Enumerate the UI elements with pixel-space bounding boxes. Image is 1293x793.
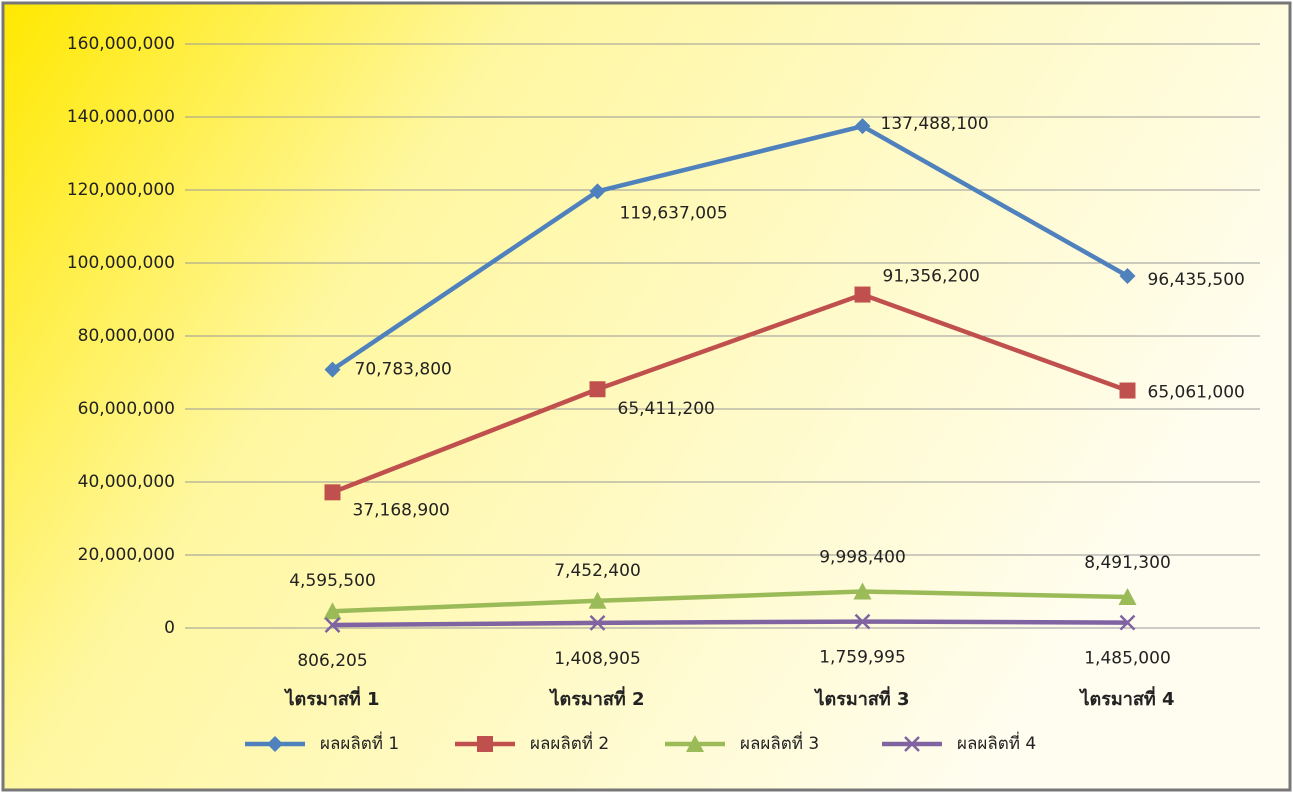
data-label: 9,998,400 <box>819 548 906 568</box>
legend-label: ผลผลิตที่ 3 <box>740 731 819 754</box>
y-tick-label: 160,000,000 <box>67 34 175 54</box>
data-point <box>1119 382 1136 399</box>
data-label: 4,595,500 <box>289 571 376 591</box>
data-point <box>589 381 606 398</box>
y-tick-label: 40,000,000 <box>78 472 175 492</box>
data-point <box>1119 268 1136 285</box>
data-point <box>854 613 871 630</box>
data-label: 70,783,800 <box>355 360 452 380</box>
legend-marker <box>477 736 493 752</box>
data-point <box>324 484 341 501</box>
data-label: 65,411,200 <box>618 399 715 419</box>
y-tick-label: 100,000,000 <box>67 253 175 273</box>
x-tick-label: ไตรมาสที่ 1 <box>283 686 379 710</box>
data-label: 91,356,200 <box>883 267 980 287</box>
legend-marker <box>686 735 704 752</box>
data-point <box>589 183 606 200</box>
series-line <box>331 292 1129 495</box>
y-tick-label: 80,000,000 <box>78 326 175 346</box>
legend-label: ผลผลิตที่ 1 <box>320 731 399 754</box>
y-tick-label: 0 <box>164 618 175 638</box>
data-point <box>323 602 342 620</box>
data-label: 1,408,905 <box>554 649 641 669</box>
series-line <box>332 619 1128 628</box>
x-tick-label: ไตรมาสที่ 3 <box>813 686 909 710</box>
data-label: 96,435,500 <box>1148 270 1245 290</box>
data-label: 119,637,005 <box>620 203 728 223</box>
series-line <box>332 589 1128 614</box>
series-line <box>331 123 1129 372</box>
data-point <box>1119 614 1136 631</box>
y-tick-label: 140,000,000 <box>67 107 175 127</box>
data-label: 1,485,000 <box>1084 649 1171 669</box>
y-tick-label: 60,000,000 <box>78 399 175 419</box>
legend-label: ผลผลิตที่ 2 <box>530 731 609 754</box>
data-point <box>588 591 607 609</box>
data-point <box>854 286 871 303</box>
x-tick-label: ไตรมาสที่ 2 <box>548 686 644 710</box>
x-tick-label: ไตรมาสที่ 4 <box>1078 686 1174 710</box>
y-tick-label: 120,000,000 <box>67 180 175 200</box>
data-point <box>324 617 341 633</box>
data-label: 7,452,400 <box>554 561 641 581</box>
data-label: 37,168,900 <box>353 500 450 520</box>
data-point <box>1118 588 1137 606</box>
data-label: 8,491,300 <box>1084 553 1171 573</box>
data-label: 65,061,000 <box>1148 383 1245 403</box>
data-point <box>853 582 872 600</box>
legend-marker <box>267 736 283 752</box>
data-point <box>589 614 606 631</box>
data-point <box>854 118 871 135</box>
data-label: 1,759,995 <box>819 648 906 668</box>
y-tick-label: 20,000,000 <box>78 545 175 565</box>
data-label: 137,488,100 <box>881 114 989 134</box>
legend-marker <box>904 736 920 752</box>
data-point <box>324 361 341 378</box>
data-label: 806,205 <box>297 651 367 671</box>
legend-label: ผลผลิตที่ 4 <box>957 731 1036 754</box>
